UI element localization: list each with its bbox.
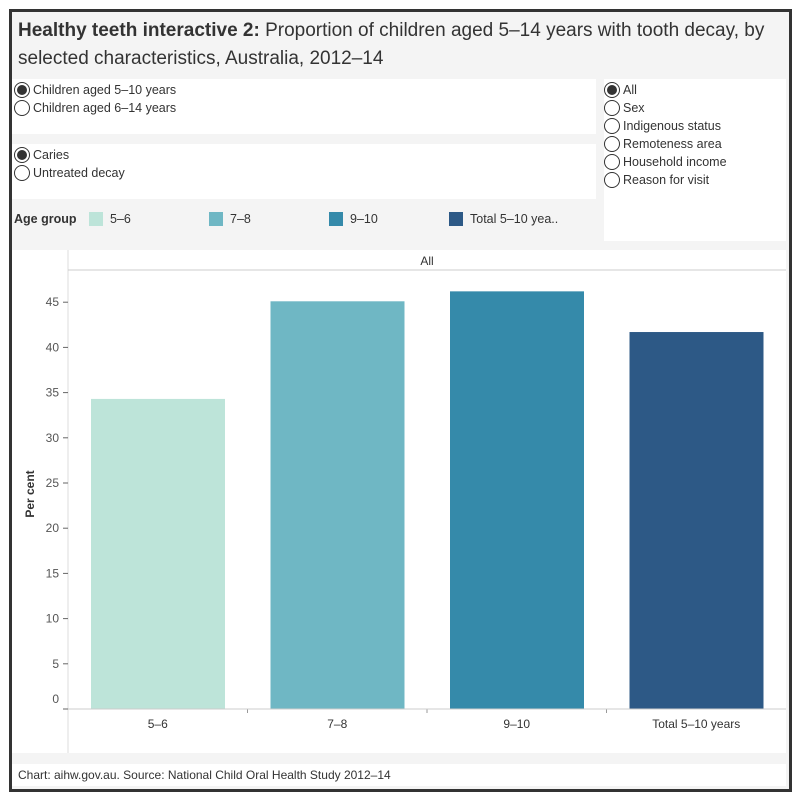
y-tick-label: 45 <box>46 295 60 309</box>
y-axis-title: Per cent <box>23 470 37 517</box>
legend-item[interactable]: 9–10 <box>329 212 378 226</box>
radio-button-icon[interactable] <box>14 165 30 181</box>
footer-source: Chart: aihw.gov.au. Source: National Chi… <box>12 764 786 786</box>
legend-label: Total 5–10 yea.. <box>470 212 559 226</box>
y-tick-label: 0 <box>52 692 59 706</box>
measure-filter-option[interactable]: Caries <box>14 146 596 164</box>
characteristic-filter-option[interactable]: Remoteness area <box>604 135 786 153</box>
bar-4 <box>629 332 764 709</box>
measure-filter-option[interactable]: Untreated decay <box>14 164 596 182</box>
measure-filter: Caries Untreated decay <box>12 144 596 199</box>
radio-button-icon[interactable] <box>14 82 30 98</box>
panel-header: All <box>420 254 433 268</box>
characteristic-filter-option-label: Indigenous status <box>623 119 721 133</box>
y-tick-label: 20 <box>46 521 60 535</box>
characteristic-filter-option[interactable]: Indigenous status <box>604 117 786 135</box>
y-tick-label: 40 <box>46 340 60 354</box>
characteristic-filter-option-label: Reason for visit <box>623 173 710 187</box>
radio-button-icon[interactable] <box>604 82 620 98</box>
x-tick-label: 7–8 <box>327 717 347 731</box>
age-filter-option[interactable]: Children aged 6–14 years <box>14 99 596 117</box>
radio-button-icon[interactable] <box>604 118 620 134</box>
measure-filter-option-label: Caries <box>33 148 70 162</box>
radio-button-icon[interactable] <box>14 100 30 116</box>
radio-button-icon[interactable] <box>604 172 620 188</box>
chart-pane: All Per cent 0 5 10 15 20 25 30 35 40 45 5–6 7–8 9–10 T… <box>12 250 786 753</box>
age-filter-option-label: Children aged 5–10 years <box>33 83 177 97</box>
x-tick-label: 5–6 <box>148 717 168 731</box>
age-filter-option-label: Children aged 6–14 years <box>33 101 177 115</box>
y-tick-label: 35 <box>46 386 60 400</box>
age-filter: Children aged 5–10 years Children aged 6–… <box>12 79 596 134</box>
characteristic-filter-option-label: All <box>623 83 637 97</box>
title-bold: Healthy teeth interactive 2: <box>18 20 260 41</box>
characteristic-filter: All Sex Indigenous status Remoteness area Ho… <box>604 79 786 241</box>
x-tick-label: Total 5–10 years <box>652 717 740 731</box>
x-tick-label: 9–10 <box>503 717 530 731</box>
y-tick-label: 30 <box>46 431 60 445</box>
characteristic-filter-option-label: Remoteness area <box>623 137 722 151</box>
characteristic-filter-option[interactable]: Reason for visit <box>604 171 786 189</box>
page-title: Healthy teeth interactive 2: Proportion … <box>18 17 778 73</box>
y-tick-label: 25 <box>46 476 60 490</box>
characteristic-filter-option[interactable]: Sex <box>604 99 786 117</box>
characteristic-filter-option-label: Sex <box>623 101 645 115</box>
legend-swatch <box>329 212 343 226</box>
title-text: Proportion of children aged 5–14 years w… <box>18 20 765 69</box>
bar-2 <box>270 301 405 709</box>
legend-swatch <box>89 212 103 226</box>
radio-button-icon[interactable] <box>604 100 620 116</box>
bar-3 <box>450 291 584 709</box>
age-filter-option[interactable]: Children aged 5–10 years <box>14 81 596 99</box>
radio-button-icon[interactable] <box>604 136 620 152</box>
y-tick-label: 5 <box>52 657 59 671</box>
characteristic-filter-option-label: Household income <box>623 155 727 169</box>
dashboard-frame: Healthy teeth interactive 2: Proportion … <box>9 9 792 792</box>
legend-swatch <box>209 212 223 226</box>
y-tick-label: 10 <box>46 612 60 626</box>
characteristic-filter-option[interactable]: All <box>604 81 786 99</box>
legend-item[interactable]: Total 5–10 yea.. <box>449 212 558 226</box>
radio-button-icon[interactable] <box>604 154 620 170</box>
y-tick-label: 15 <box>46 566 60 580</box>
bar-1 <box>91 398 225 709</box>
legend: Age group 5–6 7–8 9–10 Total 5–10 yea.. <box>14 210 594 228</box>
legend-label: 9–10 <box>350 212 378 226</box>
legend-title: Age group <box>14 212 77 226</box>
characteristic-filter-option[interactable]: Household income <box>604 153 786 171</box>
measure-filter-option-label: Untreated decay <box>33 166 125 180</box>
radio-button-icon[interactable] <box>14 147 30 163</box>
bar-chart: All Per cent 0 5 10 15 20 25 30 35 40 45 5–6 7–8 9–10 T… <box>23 250 786 753</box>
legend-item[interactable]: 7–8 <box>209 212 251 226</box>
legend-item[interactable]: 5–6 <box>89 212 131 226</box>
legend-label: 7–8 <box>230 212 251 226</box>
legend-swatch <box>449 212 463 226</box>
legend-label: 5–6 <box>110 212 131 226</box>
